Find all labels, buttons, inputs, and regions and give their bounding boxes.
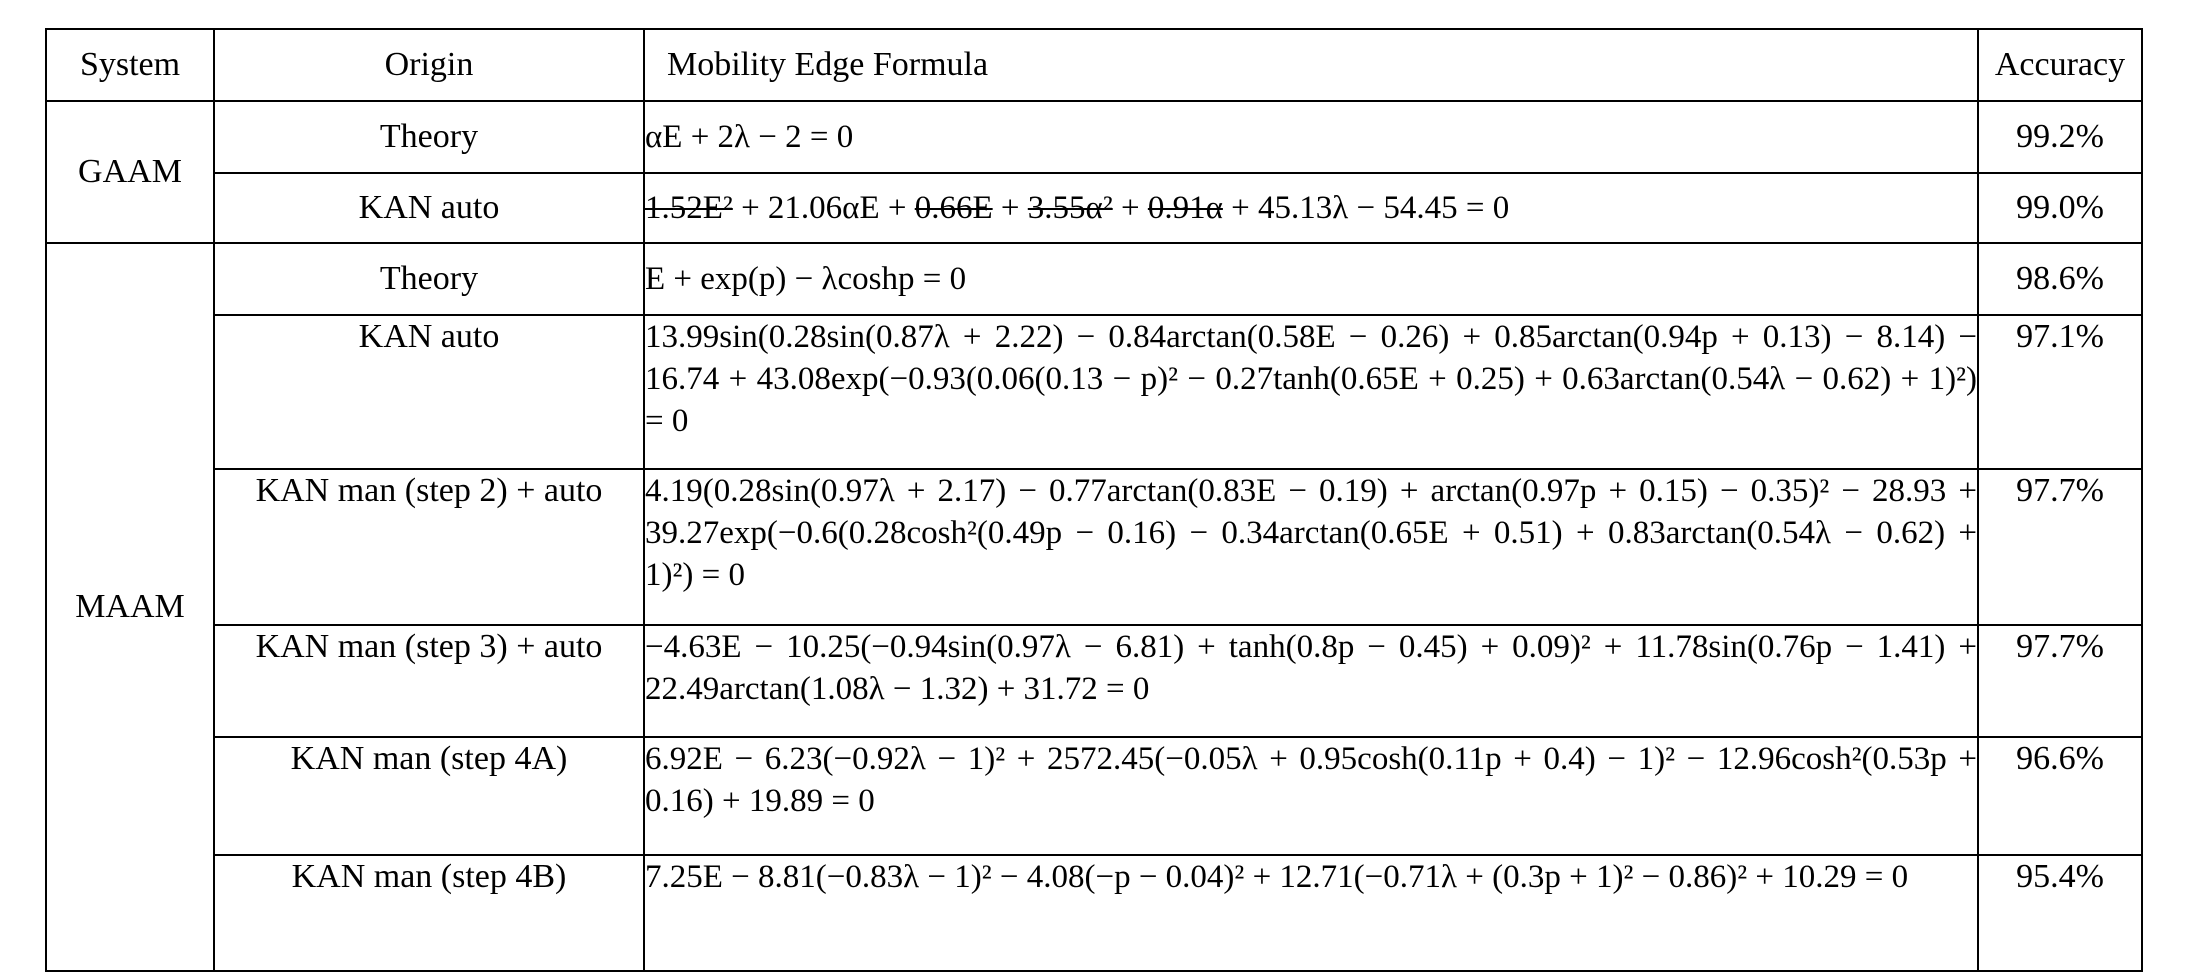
table-row: MAAM Theory E + exp(p) − λcoshp = 0 98.6… xyxy=(45,242,2143,972)
header-formula: Mobility Edge Formula xyxy=(643,28,1979,102)
table-row: KAN man (step 3) + auto −4.63E − 10.25(−… xyxy=(46,624,2143,738)
origin-cell: KAN man (step 3) + auto xyxy=(213,624,645,738)
table-row: GAAM Theory αE + 2λ − 2 = 0 99.2% xyxy=(45,100,2143,244)
formula-cell: 1.52E² + 21.06αE + 0.66E + 3.55α² + 0.91… xyxy=(643,172,1979,244)
formula-cell: E + exp(p) − λcoshp = 0 xyxy=(643,242,1979,316)
accuracy-cell: 97.7% xyxy=(1977,624,2143,738)
origin-cell: KAN man (step 4B) xyxy=(213,854,645,972)
origin-cell: Theory xyxy=(213,242,645,316)
formula-segment: + 45.13λ − 54.45 = 0 xyxy=(1222,190,1510,226)
system-gaam: GAAM xyxy=(45,100,215,244)
accuracy-cell: 95.4% xyxy=(1977,854,2143,972)
table-row: KAN man (step 4A) 6.92E − 6.23(−0.92λ − … xyxy=(46,736,2143,856)
struck-term: 1.52E² xyxy=(645,190,733,226)
formula-cell: 4.19(0.28sin(0.97λ + 2.17) − 0.77arctan(… xyxy=(643,468,1979,626)
accuracy-cell: 98.6% xyxy=(1977,242,2143,316)
system-maam: MAAM xyxy=(45,242,215,972)
formula-segment: + xyxy=(992,190,1028,226)
header-row: System Origin Mobility Edge Formula Accu… xyxy=(45,28,2143,102)
struck-term: 0.66E xyxy=(914,190,993,226)
header-origin: Origin xyxy=(213,28,645,102)
origin-cell: KAN auto xyxy=(213,314,645,470)
origin-cell: KAN man (step 2) + auto xyxy=(213,468,645,626)
struck-term: 3.55α² xyxy=(1027,190,1113,226)
origin-cell: KAN man (step 4A) xyxy=(213,736,645,856)
table-row: KAN auto 1.52E² + 21.06αE + 0.66E + 3.55… xyxy=(46,172,2143,244)
origin-cell: KAN auto xyxy=(213,172,645,244)
table-row: KAN auto 13.99sin(0.28sin(0.87λ + 2.22) … xyxy=(46,314,2143,470)
formula-segment: + xyxy=(1112,190,1148,226)
accuracy-cell: 97.7% xyxy=(1977,468,2143,626)
formula-segment: + 21.06αE + xyxy=(732,190,915,226)
mobility-edge-table: System Origin Mobility Edge Formula Accu… xyxy=(45,28,2143,972)
formula-cell: 6.92E − 6.23(−0.92λ − 1)² + 2572.45(−0.0… xyxy=(643,736,1979,856)
formula-cell: αE + 2λ − 2 = 0 xyxy=(643,100,1979,174)
table-row: KAN man (step 4B) 7.25E − 8.81(−0.83λ − … xyxy=(46,854,2143,972)
header-accuracy: Accuracy xyxy=(1977,28,2143,102)
accuracy-cell: 99.0% xyxy=(1977,172,2143,244)
table-row: KAN man (step 2) + auto 4.19(0.28sin(0.9… xyxy=(46,468,2143,626)
origin-cell: Theory xyxy=(213,100,645,174)
accuracy-cell: 96.6% xyxy=(1977,736,2143,856)
accuracy-cell: 99.2% xyxy=(1977,100,2143,174)
header-system: System xyxy=(45,28,215,102)
formula-cell: 7.25E − 8.81(−0.83λ − 1)² − 4.08(−p − 0.… xyxy=(643,854,1979,972)
formula-cell: 13.99sin(0.28sin(0.87λ + 2.22) − 0.84arc… xyxy=(643,314,1979,470)
struck-term: 0.91α xyxy=(1147,190,1223,226)
accuracy-cell: 97.1% xyxy=(1977,314,2143,470)
formula-cell: −4.63E − 10.25(−0.94sin(0.97λ − 6.81) + … xyxy=(643,624,1979,738)
